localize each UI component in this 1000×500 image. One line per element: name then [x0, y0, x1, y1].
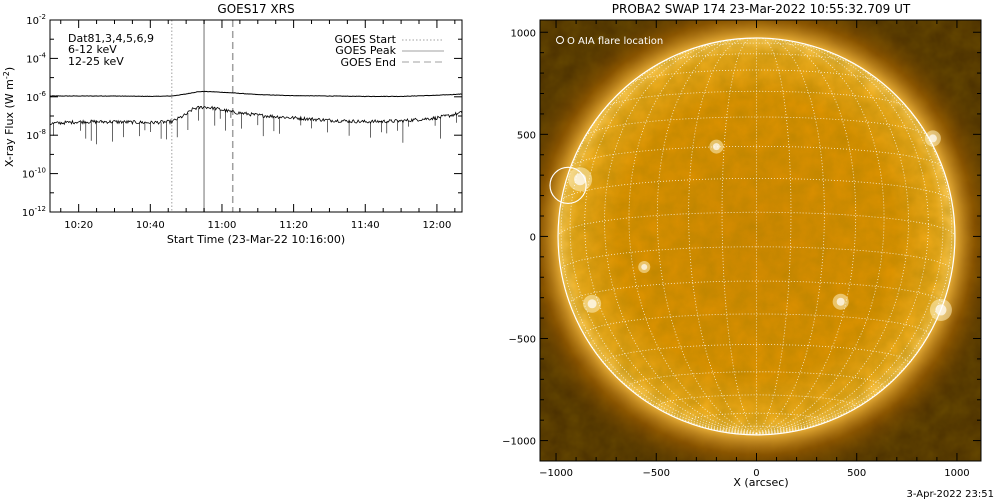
grid-longitude-line	[721, 37, 757, 434]
grid-longitude-line	[756, 49, 944, 434]
active-region-core	[587, 299, 597, 309]
grid-longitude-line	[688, 37, 757, 434]
swap-timestamp: 3-Apr-2022 23:51	[907, 489, 994, 500]
legend-goes-peak-label: GOES Peak	[335, 44, 396, 57]
flare-legend-label: O AIA flare location	[567, 36, 663, 47]
goes-x-tick-label: 10:20	[64, 220, 93, 231]
grid-longitude-line	[584, 42, 757, 434]
goes-x-tick-label: 12:00	[423, 220, 452, 231]
swap-xlabel: X (arcsec)	[733, 476, 788, 489]
swap-y-tick-label: 500	[517, 130, 536, 141]
goes-low-channel-label: 6-12 keV	[68, 43, 117, 56]
goes-y-tick-exponent: -8	[39, 128, 46, 136]
goes-legend: GOES Start GOES Peak GOES End	[335, 33, 444, 69]
grid-longitude-line	[628, 39, 757, 434]
goes-y-tick-label: 10-8	[26, 128, 46, 142]
grid-longitude-line	[569, 49, 757, 434]
grid-latitude-line	[656, 394, 857, 410]
swap-y-tick-label: −500	[509, 335, 536, 346]
swap-x-tick-label: 1000	[944, 468, 969, 479]
grid-longitude-line	[756, 42, 929, 434]
grid-longitude-line	[756, 40, 909, 434]
legend-goes-start-label: GOES Start	[335, 33, 397, 46]
goes-y-tick-base: 10	[26, 93, 39, 104]
swap-x-tick-label: 0	[753, 468, 759, 479]
grid-latitude-line	[560, 246, 953, 271]
flare-legend-circle-icon	[556, 36, 564, 44]
grid-latitude-line	[604, 344, 909, 365]
goes-y-tick-exponent: -6	[39, 90, 47, 98]
goes-y-tick-base: 10	[22, 170, 35, 181]
swap-title: PROBA2 SWAP 174 23-Mar-2022 10:55:32.709…	[612, 2, 911, 16]
swap-frame	[539, 19, 982, 462]
swap-y-tick-label: −1000	[502, 437, 536, 448]
swap-y-tick-label: 1000	[511, 28, 536, 39]
grid-longitude-line	[756, 37, 825, 434]
grid-latitude-line	[585, 116, 928, 137]
swap-x-tick-label: 500	[847, 468, 866, 479]
active-region-core	[641, 264, 648, 271]
active-region-core	[836, 297, 845, 306]
swap-ticks	[540, 20, 981, 461]
goes-xlabel: Start Time (23-Mar-22 10:16:00)	[167, 233, 345, 246]
goes-y-tick-label: 10-2	[26, 13, 46, 27]
goes-y-tick-base: 10	[22, 208, 35, 219]
goes-x-tick-label: 11:00	[208, 220, 237, 231]
flare-location-marker	[549, 166, 587, 205]
goes-y-tick-exponent: -2	[39, 13, 46, 21]
grid-latitude-line	[584, 313, 929, 337]
grid-latitude-line	[569, 145, 944, 169]
swap-x-tick-label: −500	[643, 468, 670, 479]
goes-y-tick-exponent: -4	[39, 51, 47, 59]
active-region-core	[712, 143, 720, 151]
grid-latitude-line	[721, 425, 792, 434]
goes-high-channel-label: 12-25 keV	[68, 55, 124, 68]
goes-y-tick-exponent: -12	[35, 205, 46, 213]
goes-series-high-line	[50, 105, 462, 126]
swap-y-tick-labels: −1000 −500 0 500 1000	[502, 28, 536, 447]
grid-latitude-line	[558, 211, 955, 237]
grid-latitude-line	[688, 412, 825, 425]
goes-ylabel-close: )	[3, 67, 16, 71]
sun-disk-texture	[558, 37, 955, 435]
goes-x-tick-label: 10:40	[136, 220, 165, 231]
goes-y-tick-base: 10	[26, 16, 39, 27]
grid-latitude-line	[660, 53, 853, 64]
goes-dq-label: Dat81,3,4,5,6,9	[68, 32, 154, 45]
swap-x-tick-label: −1000	[539, 468, 573, 479]
goes-ylabel-sup: -2	[2, 71, 11, 79]
swap-image: O AIA flare location	[540, 20, 981, 461]
goes-ylabel: X-ray Flux (W m-2)	[2, 67, 16, 167]
goes-x-tick-label: 11:20	[279, 220, 308, 231]
grid-longitude-line	[756, 39, 885, 434]
legend-goes-end-label: GOES End	[340, 56, 396, 69]
goes-ylabel-main: X-ray Flux (W m	[3, 79, 16, 167]
goes-y-tick-base: 10	[26, 131, 39, 142]
goes-series-group	[50, 90, 462, 145]
swap-image-panel: PROBA2 SWAP 174 23-Mar-2022 10:55:32.709…	[502, 2, 994, 500]
goes-y-tick-label: 10-10	[22, 167, 46, 181]
sun-limb	[557, 37, 956, 436]
goes-y-tick-base: 10	[26, 54, 39, 65]
active-region-core	[928, 134, 937, 143]
goes-chart-title: GOES17 XRS	[217, 2, 294, 16]
goes-ticks	[50, 19, 462, 213]
goes-event-lines	[171, 20, 234, 212]
swap-x-tick-labels: −1000 −500 0 500 1000	[539, 468, 970, 479]
grid-longitude-line	[604, 40, 757, 434]
goes-series-low-line	[50, 90, 462, 98]
goes-y-tick-label: 10-6	[26, 90, 46, 104]
grid-longitude-line	[756, 37, 792, 434]
goes-y-tick-label: 10-4	[26, 51, 46, 65]
goes-y-tick-exponent: -10	[35, 167, 46, 175]
goes-x-tick-label: 11:40	[351, 220, 380, 231]
swap-y-tick-label: 0	[530, 232, 536, 243]
goes-x-tick-labels: 10:20 10:40 11:00 11:20 11:40 12:00	[64, 220, 451, 231]
grid-latitude-line	[628, 371, 885, 390]
goes-y-tick-label: 10-12	[22, 205, 46, 219]
